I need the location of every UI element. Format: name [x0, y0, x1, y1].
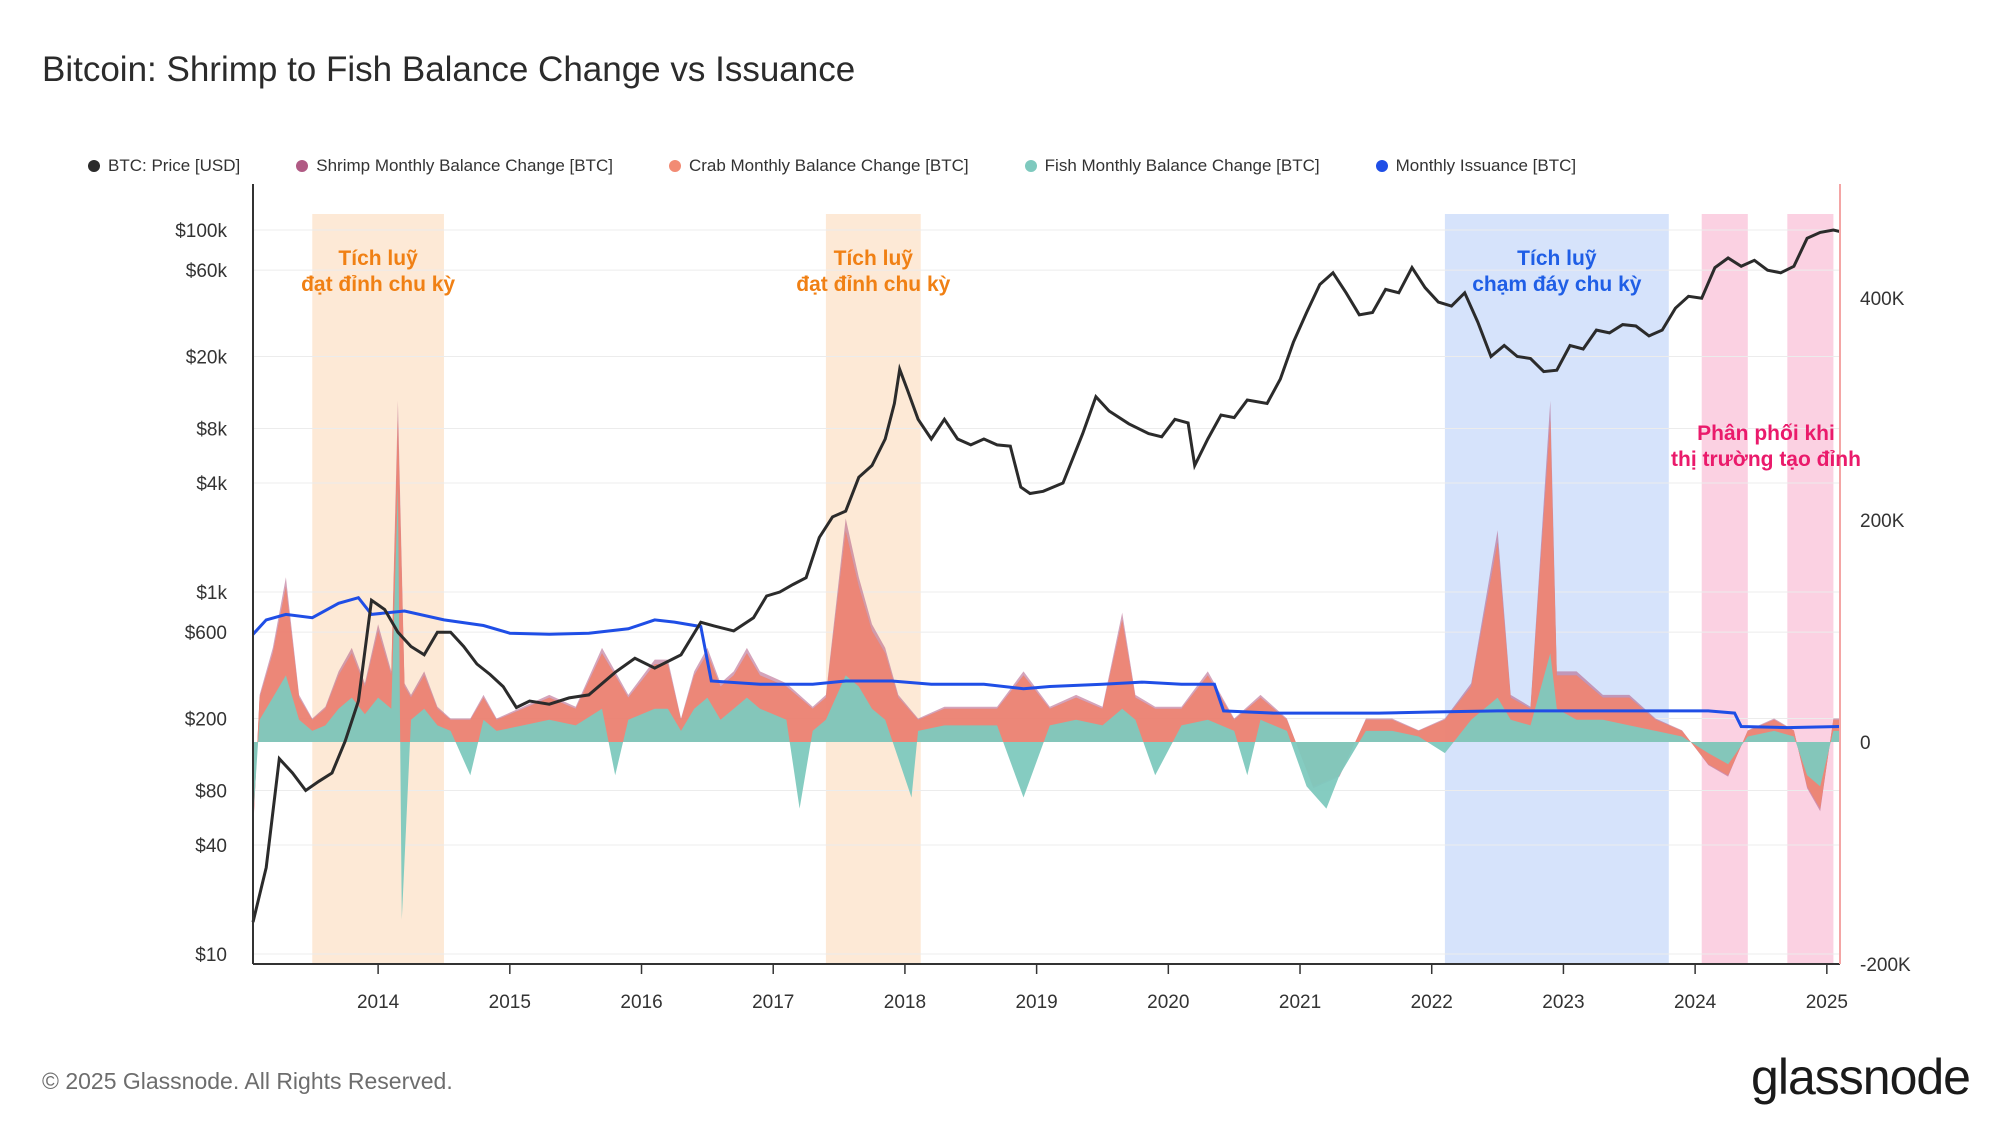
y-left-tick-label: $20k [186, 348, 228, 369]
legend-label-shrimp: Shrimp Monthly Balance Change [BTC] [316, 156, 613, 175]
x-tick-label: 2016 [620, 992, 662, 1013]
price-line [251, 228, 1841, 923]
y-right-tick-label: 0 [1860, 733, 1871, 754]
distribution-label: thị trường tạo đỉnh [1671, 448, 1861, 471]
region-label: đạt đỉnh chu kỳ [301, 273, 455, 296]
balance-change-areas [253, 400, 1840, 920]
legend: BTC: Price [USD] Shrimp Monthly Balance … [88, 156, 1632, 176]
x-tick-label: 2017 [752, 992, 794, 1013]
x-tick-label: 2024 [1674, 992, 1717, 1013]
legend-label-issuance: Monthly Issuance [BTC] [1395, 156, 1577, 175]
legend-label-crab: Crab Monthly Balance Change [BTC] [688, 156, 969, 175]
legend-item-fish[interactable]: Fish Monthly Balance Change [BTC] [1024, 156, 1320, 176]
shaded-region-distribution [1787, 214, 1834, 964]
legend-dot-fish [1024, 160, 1037, 172]
region-label: chạm đáy chu kỳ [1472, 273, 1642, 296]
legend-item-shrimp[interactable]: Shrimp Monthly Balance Change [BTC] [296, 156, 613, 176]
x-tick-label: 2022 [1411, 992, 1453, 1013]
y-left-tick-label: $100k [175, 221, 227, 242]
y-left-tick-label: $10 [195, 945, 227, 966]
legend-label-fish: Fish Monthly Balance Change [BTC] [1044, 156, 1320, 175]
x-tick-label: 2018 [884, 992, 926, 1013]
region-label: Tích luỹ [338, 247, 418, 270]
region-label: Tích luỹ [1517, 247, 1597, 270]
y-left-tick-label: $60k [186, 261, 228, 282]
issuance-line [251, 595, 1841, 730]
x-tick-label: 2020 [1147, 992, 1189, 1013]
y-left-tick-label: $40 [195, 836, 227, 857]
shaded-region-acc_bottom [1444, 214, 1669, 964]
x-tick-label: 2025 [1806, 992, 1848, 1013]
y-left-tick-label: $80 [195, 782, 227, 803]
x-tick-label: 2019 [1015, 992, 1057, 1013]
legend-label-price: BTC: Price [USD] [108, 156, 241, 175]
region-labels: Tích luỹ đạt đỉnh chu kỳ Tích luỹ đạt đỉnh … [301, 247, 1861, 471]
region-label: Tích luỹ [834, 247, 914, 270]
legend-dot-crab [668, 160, 681, 172]
legend-item-issuance[interactable]: Monthly Issuance [BTC] [1375, 156, 1577, 176]
series-lines [251, 228, 1841, 923]
legend-dot-price [88, 160, 100, 172]
legend-dot-issuance [1375, 160, 1388, 172]
legend-item-crab[interactable]: Crab Monthly Balance Change [BTC] [668, 156, 969, 176]
shaded-region-acc_top [312, 214, 444, 964]
y-left-tick-label: $1k [196, 583, 227, 604]
region-label: đạt đỉnh chu kỳ [796, 273, 950, 296]
x-tick-label: 2021 [1279, 992, 1321, 1013]
axes: $10 $40 $80 $200 $600 $1k $4k $8k $20k $60k $100k -… [175, 184, 1911, 1013]
y-left-tick-label: $8k [196, 420, 227, 441]
distribution-label: Phân phối khi [1697, 422, 1835, 445]
legend-dot-shrimp [296, 160, 309, 172]
y-right-tick-label: -200K [1860, 955, 1911, 976]
y-left-tick-label: $200 [185, 710, 227, 731]
y-left-tick-label: $600 [185, 623, 227, 644]
x-tick-label: 2014 [357, 992, 400, 1013]
y-right-tick-label: 200K [1860, 511, 1905, 532]
shaded-regions [312, 214, 1834, 964]
chart-title: Bitcoin: Shrimp to Fish Balance Change v… [42, 50, 856, 89]
x-tick-label: 2015 [489, 992, 531, 1013]
glassnode-logo: glassnode [1751, 1049, 1971, 1105]
y-left-tick-label: $4k [196, 474, 227, 495]
x-tick-label: 2023 [1542, 992, 1584, 1013]
shaded-region-distribution [1701, 214, 1748, 964]
y-right-tick-label: 400K [1860, 289, 1905, 310]
legend-item-price[interactable]: BTC: Price [USD] [88, 156, 240, 176]
copyright-text: © 2025 Glassnode. All Rights Reserved. [42, 1068, 453, 1094]
